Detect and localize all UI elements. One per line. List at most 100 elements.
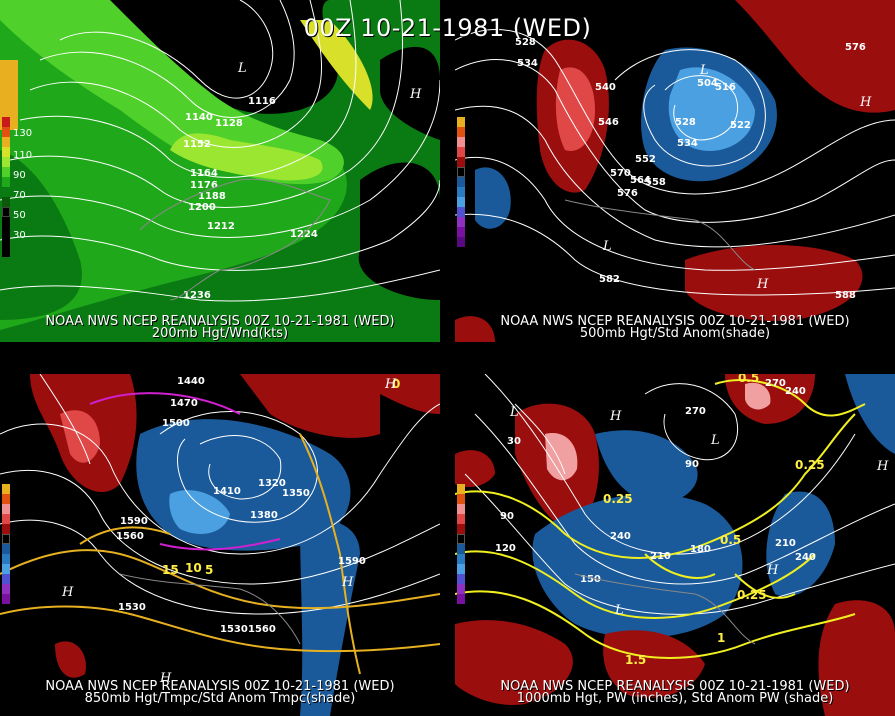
contour-label: 1128	[215, 118, 243, 129]
svg-text:H: H	[341, 575, 354, 590]
legend-1000mb	[457, 484, 465, 604]
legend-label: 130	[13, 128, 33, 139]
legend-850mb	[2, 484, 10, 604]
svg-text:H: H	[384, 377, 397, 392]
svg-text:576: 576	[845, 42, 866, 53]
contour-label: 30	[507, 436, 521, 447]
contour-label: 270	[685, 406, 706, 417]
contour-label: 516	[715, 82, 736, 93]
contour-label: 1116	[248, 96, 276, 107]
svg-text:210: 210	[775, 538, 796, 549]
contour-label: 1530	[118, 602, 146, 613]
contour-label: 528	[515, 37, 536, 48]
contour-label: 1164	[190, 168, 218, 179]
contour-label: 1140	[185, 112, 213, 123]
svg-text:H: H	[609, 409, 622, 424]
contour-label: 1590	[338, 556, 366, 567]
contour-label: 1560	[116, 531, 144, 542]
svg-text:528: 528	[675, 117, 696, 128]
svg-text:270: 270	[765, 378, 786, 389]
contour-label: 240	[610, 531, 631, 542]
svg-text:1530: 1530	[220, 624, 248, 635]
contour-label: 504	[697, 78, 718, 89]
svg-text:0.25: 0.25	[737, 588, 767, 602]
contour-label: 1440	[177, 376, 205, 387]
legend-label: 70	[13, 190, 26, 201]
map-title: 00Z 10-21-1981 (WED)	[303, 14, 592, 42]
contour-label: 564	[630, 175, 651, 186]
contour-label: 180	[690, 544, 711, 555]
contour-label: 90	[500, 511, 514, 522]
contour-label: 534	[517, 58, 538, 69]
contour-label: 0.25	[603, 492, 633, 506]
panel-1000mb: 270 240 210 180 150 120 90 30 0.25 0.5 1…	[455, 374, 895, 716]
contour-label: 1320	[258, 478, 286, 489]
contour-label: 546	[598, 117, 619, 128]
svg-text:L: L	[509, 405, 519, 420]
contour-label: 1212	[207, 221, 235, 232]
panel-credit: NOAA NWS NCEP REANALYSIS 00Z 10-21-1981 …	[45, 679, 395, 694]
contour-label: 1410	[213, 486, 241, 497]
contour-label: 1224	[290, 229, 318, 240]
panel-subtitle: 200mb Hgt/Wnd(kts)	[151, 326, 289, 341]
contour-label: 1	[717, 631, 725, 645]
legend-label: 110	[13, 150, 33, 161]
svg-text:H: H	[61, 585, 74, 600]
contour-label: 1236	[183, 290, 211, 301]
contour-label: 0.5	[720, 533, 741, 547]
panel-200mb: 1116 1140 1128 1152 1164 1176 1188 1200 …	[0, 0, 440, 342]
svg-text:L: L	[237, 61, 247, 76]
legend-label: 90	[13, 170, 26, 181]
panel-subtitle: 1000mb Hgt, PW (inches), Std Anom PW (sh…	[516, 691, 834, 706]
svg-text:H: H	[159, 671, 172, 686]
svg-text:240: 240	[785, 386, 806, 397]
panel-credit: NOAA NWS NCEP REANALYSIS 00Z 10-21-1981 …	[45, 314, 395, 329]
map-1000mb: 270 240 210 180 150 120 90 30 0.25 0.5 1…	[455, 374, 895, 716]
contour-label: 120	[495, 543, 516, 554]
contour-label: 1188	[198, 191, 226, 202]
svg-text:534: 534	[677, 138, 698, 149]
svg-text:H: H	[409, 87, 422, 102]
svg-text:L: L	[699, 63, 709, 78]
panel-850mb: 1440 1470 1500 1410 1380 1350 1320 1590 …	[0, 374, 440, 716]
contour-label: 0	[392, 377, 400, 391]
svg-text:L: L	[710, 433, 720, 448]
map-500mb: 528 534 540 546 552 558 564 570 576 582 …	[455, 0, 895, 342]
svg-text:H: H	[756, 277, 769, 292]
contour-label: 15	[162, 563, 179, 577]
contour-label: 1350	[282, 488, 310, 499]
contour-label: 1470	[170, 398, 198, 409]
contour-label: 150	[580, 574, 601, 585]
map-200mb: 1116 1140 1128 1152 1164 1176 1188 1200 …	[0, 0, 440, 342]
svg-text:1560: 1560	[248, 624, 276, 635]
legend-500mb	[457, 117, 465, 247]
contour-label: 558	[645, 177, 666, 188]
svg-text:L: L	[602, 239, 612, 254]
contour-label: 552	[635, 154, 656, 165]
contour-label: 1.5	[625, 653, 646, 667]
svg-text:0.25: 0.25	[795, 458, 825, 472]
svg-text:H: H	[876, 459, 889, 474]
legend-label: 30	[13, 230, 26, 241]
map-850mb: 1440 1470 1500 1410 1380 1350 1320 1590 …	[0, 374, 440, 716]
svg-text:L: L	[614, 603, 624, 618]
panel-credit: NOAA NWS NCEP REANALYSIS 00Z 10-21-1981 …	[500, 679, 850, 694]
svg-text:1590: 1590	[120, 516, 148, 527]
contour-label: 576	[617, 188, 638, 199]
svg-text:0.5: 0.5	[738, 374, 759, 385]
panel-subtitle: 500mb Hgt/Std Anom(shade)	[579, 326, 771, 341]
contour-label: 1500	[162, 418, 190, 429]
contour-label: 5	[205, 563, 213, 577]
legend-label: 50	[13, 210, 26, 221]
contour-label: 10	[185, 561, 202, 575]
contour-label: 582	[599, 274, 620, 285]
panel-credit: NOAA NWS NCEP REANALYSIS 00Z 10-21-1981 …	[500, 314, 850, 329]
contour-label: 570	[610, 168, 631, 179]
svg-text:240: 240	[795, 552, 816, 563]
contour-label: 588	[835, 290, 856, 301]
contour-label: 210	[650, 551, 671, 562]
contour-label: 1152	[183, 139, 211, 150]
contour-label: 1380	[250, 510, 278, 521]
panel-subtitle: 850mb Hgt/Tmpc/Std Anom Tmpc(shade)	[84, 691, 356, 706]
contour-label: 540	[595, 82, 616, 93]
